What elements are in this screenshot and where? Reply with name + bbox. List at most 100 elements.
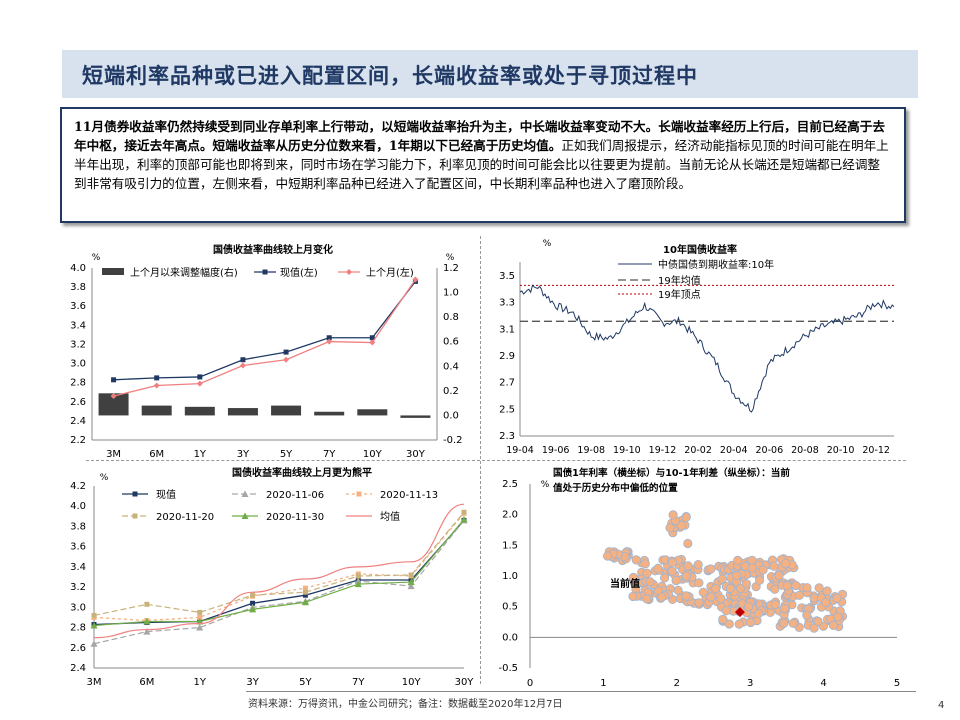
chart3-legend-label: 2020-11-13: [380, 490, 438, 501]
chart3-ytick: 3.8: [70, 521, 86, 532]
chart1-point: [283, 349, 289, 355]
chart2-legend-label: 中债国债到期收益率:10年: [658, 258, 774, 271]
chart4-point: [698, 587, 708, 597]
chart1-legend-label: 上个月以来调整幅度(右): [130, 266, 238, 279]
chart1-ytick-right: 0.4: [443, 361, 459, 372]
chart3-legend-label: 2020-11-06: [266, 490, 324, 501]
chart4-point: [667, 566, 677, 576]
chart1-ytick-right: 0.6: [443, 337, 459, 348]
chart4-point: [706, 564, 716, 574]
chart4-point: [681, 571, 691, 581]
chart2-series-line: [519, 284, 895, 413]
chart3-point: [354, 580, 362, 588]
chart4-ytick: -0.5: [498, 663, 518, 674]
chart4-point: [822, 586, 832, 596]
chart3-ytick: 3.6: [70, 542, 86, 553]
chart3-point: [90, 622, 98, 629]
chart2-legend-label: 19年顶点: [658, 288, 701, 301]
chart1-bar: [271, 405, 302, 416]
chart4-point: [814, 583, 824, 593]
chart1-point: [283, 356, 290, 363]
chart2-ytick: 3.3: [499, 298, 515, 309]
chart4-point: [802, 610, 812, 620]
chart4-xtick: 5: [894, 678, 900, 689]
chart4-ytick: 0.5: [502, 602, 518, 613]
chart3-ytick: 2.6: [70, 643, 86, 654]
chart4-ytick: 0.0: [502, 632, 518, 643]
chart3-series-line: [93, 519, 465, 626]
chart2-ytick: 3.1: [499, 324, 515, 335]
chart4-point: [734, 619, 744, 629]
chart1-xtick: 3Y: [237, 449, 250, 460]
chart1-xtick: 1Y: [194, 449, 207, 460]
chart3-legend-marker: [356, 491, 362, 497]
chart1-legend-bar-swatch: [102, 268, 124, 275]
chart1-ytick-left: 3.0: [70, 359, 86, 370]
chart4-xtick: 2: [674, 678, 680, 689]
chart2-xtick: 19-06: [542, 445, 570, 456]
chart4-point: [657, 592, 667, 602]
chart2-xtick: 19-10: [613, 445, 641, 456]
chart4-point: [706, 592, 716, 602]
chart4-point: [758, 565, 768, 575]
chart1-ylabel-left: %: [92, 253, 101, 263]
title-bar: 短端利率品种或已进入配置区间，长端收益率或处于寻顶过程中: [62, 50, 918, 98]
chart2-xtick: 19-04: [506, 445, 534, 456]
chart4-point: [683, 561, 693, 571]
chart1-point: [111, 377, 117, 383]
chart4-point: [724, 619, 734, 629]
chart1-point: [239, 362, 246, 369]
page-title: 短端利率品种或已进入配置区间，长端收益率或处于寻顶过程中: [82, 63, 698, 88]
chart1-ytick-right: -0.2: [443, 435, 463, 446]
chart3-ytick: 2.4: [70, 663, 86, 674]
chart2-ytick: 2.9: [499, 351, 515, 362]
chart4-point: [653, 563, 663, 574]
chart3-xtick: 5Y: [299, 677, 312, 688]
chart3-point: [407, 582, 415, 590]
chart1-ytick-right: 0.2: [443, 386, 459, 397]
chart3-xtick: 7Y: [352, 677, 365, 688]
chart3-legend-marker: [132, 491, 138, 497]
chart4-point: [741, 579, 752, 589]
chart1-series-line: [113, 279, 416, 397]
chart4-point: [694, 578, 704, 588]
footer-source: 资料来源：万得资讯，中金公司研究；备注：数据截至2020年12月7日: [248, 699, 563, 710]
chart4-point: [754, 575, 765, 585]
chart4-point: [770, 599, 780, 610]
chart3-point: [408, 572, 414, 578]
chart4-xtick: 4: [820, 678, 826, 689]
chart3-point: [355, 573, 361, 579]
chart1-ylabel-right: %: [446, 253, 455, 263]
chart4-point: [782, 581, 792, 591]
chart4-point: [681, 512, 691, 522]
chart2-ytick: 3.5: [499, 271, 515, 282]
chart4-current-point: [734, 607, 745, 618]
chart4-point: [645, 577, 655, 587]
chart4-point: [746, 617, 756, 628]
chart1-bar: [400, 415, 431, 418]
chart4-point: [717, 574, 727, 584]
chart4-point: [673, 585, 683, 596]
chart1-legend-label: 上个月(左): [366, 266, 414, 279]
chart1-point: [326, 335, 332, 341]
chart3-ytick: 2.8: [70, 623, 86, 634]
chart1-point: [412, 276, 419, 283]
chart4-xtick: 3: [747, 678, 753, 689]
summary-box: 11月债券收益率仍然持续受到同业存单利率上行带动，以短端收益率抬升为主，中长端收…: [60, 107, 906, 223]
summary-bold: 11月债券收益率仍然持续受到同业存单利率上行带动，以短端收益率抬升为主，中长端收…: [74, 119, 885, 153]
chart3-point: [460, 515, 468, 523]
chart2-xtick: 20-10: [827, 445, 855, 456]
chart4-point: [667, 557, 678, 568]
chart1-xtick: 6M: [149, 449, 164, 460]
chart4-point: [693, 559, 703, 570]
chart2-xtick: 19-12: [649, 445, 677, 456]
chart3-point: [461, 509, 467, 515]
chart3-legend-label: 均值: [380, 510, 400, 523]
chart1-title: 国债收益率曲线较上月变化: [213, 243, 333, 256]
chart1-point: [369, 339, 376, 346]
chart2-legend-label: 19年均值: [658, 274, 701, 287]
chart4-point: [694, 598, 704, 608]
chart2-title: 10年国债收益率: [663, 243, 737, 256]
chart4-title-line2: 值处于历史分布中偏低的位置: [553, 482, 678, 494]
chart1-ytick-left: 3.4: [70, 320, 86, 331]
